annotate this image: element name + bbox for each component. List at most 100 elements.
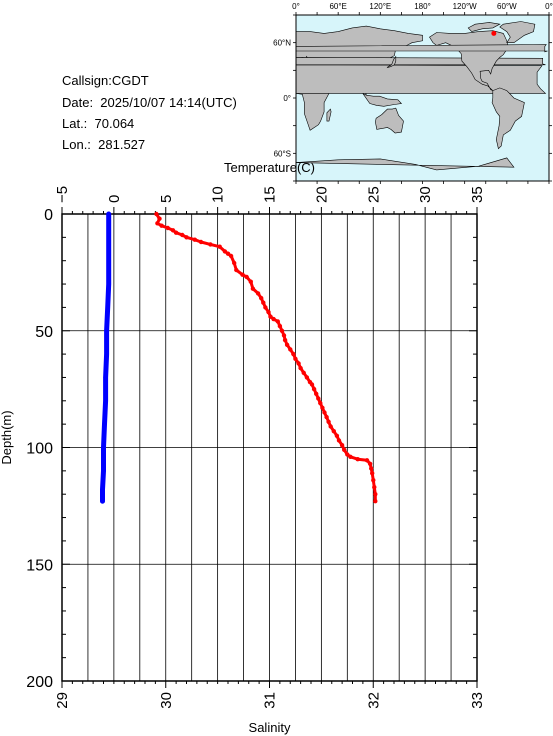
temperature-profile-point xyxy=(309,382,315,387)
temperature-profile-point xyxy=(322,410,327,415)
map-land-australia xyxy=(375,107,404,134)
temperature-profile-point xyxy=(222,249,228,254)
temperature-profile-point xyxy=(373,492,378,497)
map-land-indonesia xyxy=(362,93,403,107)
temperature-profile-point xyxy=(311,386,317,392)
temperature-profile-point xyxy=(324,414,329,420)
temperature-profile-point xyxy=(370,471,375,476)
salinity-profile-point xyxy=(101,445,106,450)
map-land-africa-west xyxy=(295,64,547,94)
temperature-profile-point xyxy=(192,237,197,242)
salinity-profile-point xyxy=(102,421,107,427)
temperature-profile-point xyxy=(198,239,204,245)
temperature-profile-point xyxy=(326,419,331,424)
temperature-profile-point xyxy=(225,251,231,256)
temperature-tick-label: 35 xyxy=(469,186,486,203)
map-land-europe-west xyxy=(295,57,546,66)
temperature-profile-point xyxy=(348,454,353,459)
temperature-tick-label: 25 xyxy=(365,186,382,203)
map-side-label: 0° xyxy=(283,94,291,103)
temperature-profile-point xyxy=(234,267,239,273)
map-top-label: 60°W xyxy=(497,2,517,11)
map-side-label: 60°N xyxy=(273,39,291,48)
temperature-profile-point xyxy=(271,316,276,322)
temperature-profile-point xyxy=(279,328,285,333)
temperature-profile-point xyxy=(318,400,323,406)
salinity-tick-label: 31 xyxy=(262,692,279,709)
callsign-label: Callsign:CGDT xyxy=(62,73,149,88)
salinity-profile-point xyxy=(100,499,105,504)
latitude-label: Lat.: 70.064 xyxy=(62,116,135,131)
salinity-profile-point xyxy=(106,211,111,217)
temperature-profile-point xyxy=(298,365,303,371)
temperature-profile-point xyxy=(284,342,290,347)
temperature-tick-label: −5 xyxy=(54,186,71,203)
depth-tick-label: 150 xyxy=(26,557,53,574)
temperature-profile-point xyxy=(250,286,256,291)
salinity-tick-label: 30 xyxy=(158,692,175,709)
temperature-profile-point xyxy=(244,274,249,280)
temperature-profile-point xyxy=(268,314,273,319)
temperature-axis-title: Temperature(C) xyxy=(224,160,315,175)
map-top-label: 0° xyxy=(545,2,553,11)
temperature-profile-point xyxy=(263,305,268,310)
temperature-profile-point xyxy=(291,351,296,357)
temperature-profile-point xyxy=(180,232,185,238)
depth-tick-label: 200 xyxy=(26,674,53,691)
temperature-profile-point xyxy=(288,347,293,352)
temperature-profile-point xyxy=(316,396,321,401)
salinity-profile-point xyxy=(106,235,111,240)
temperature-profile-point xyxy=(173,230,179,235)
temperature-tick-label: 0 xyxy=(106,195,123,203)
salinity-profile-point xyxy=(106,258,111,263)
temperature-profile-point xyxy=(217,244,222,249)
salinity-profile-point xyxy=(100,487,105,492)
depth-tick-label: 100 xyxy=(26,441,53,458)
temperature-profile-point xyxy=(301,370,306,375)
depth-tick-label: 50 xyxy=(35,324,53,341)
temperature-tick-label: 15 xyxy=(262,186,279,203)
temperature-profile-point xyxy=(304,375,310,380)
salinity-tick-label: 33 xyxy=(469,692,486,709)
temperature-profile-line xyxy=(154,212,377,503)
temperature-profile-point xyxy=(266,309,271,315)
map-top-label: 120°W xyxy=(453,2,478,11)
temperature-profile-point xyxy=(170,228,176,233)
temperature-profile-point xyxy=(342,447,347,452)
date-label: Date: 2025/10/07 14:14(UTC) xyxy=(62,95,237,110)
temperature-profile-point xyxy=(155,221,160,226)
temperature-profile-point xyxy=(240,272,245,277)
longitude-label: Lon.: 281.527 xyxy=(62,137,146,152)
temperature-profile-point xyxy=(232,260,237,266)
temperature-profile-point xyxy=(371,478,376,483)
temperature-profile-point xyxy=(154,211,159,217)
salinity-profile-point xyxy=(103,375,108,380)
station-marker xyxy=(491,30,497,36)
map-top-label: 60°E xyxy=(329,2,346,11)
salinity-profile-point xyxy=(105,305,110,310)
temperature-tick-label: 30 xyxy=(417,186,434,203)
temperature-profile-point xyxy=(248,279,253,284)
temperature-profile-point xyxy=(255,291,261,296)
map-land-madagascar xyxy=(326,108,332,122)
temperature-profile-point xyxy=(259,295,264,301)
salinity-tick-label: 29 xyxy=(54,692,71,709)
temperature-profile-point xyxy=(331,429,336,434)
map-land-canada-islands xyxy=(467,22,501,32)
depth-tick-label: 0 xyxy=(44,207,53,224)
temperature-profile-point xyxy=(277,323,283,329)
salinity-profile-point xyxy=(101,468,106,474)
temperature-profile-point xyxy=(159,223,164,228)
temperature-profile-point xyxy=(355,457,360,462)
temperature-profile-point xyxy=(345,452,350,457)
temperature-profile-point xyxy=(157,216,162,221)
temperature-profile-point xyxy=(369,466,374,471)
temperature-profile-point xyxy=(296,361,301,366)
temperature-profile-point xyxy=(328,424,333,429)
salinity-axis-title: Salinity xyxy=(249,720,291,735)
map-land-japan xyxy=(386,55,397,69)
temperature-profile-point xyxy=(281,333,287,338)
temperature-profile-point xyxy=(336,438,342,443)
